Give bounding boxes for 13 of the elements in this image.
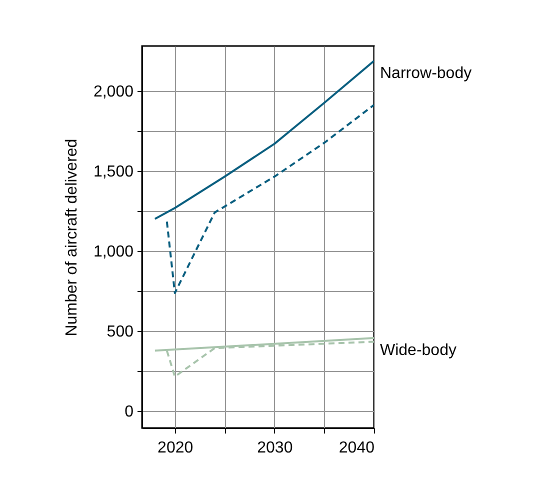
series-label: Narrow-body [380,64,472,82]
y-tick-label: 0 [124,404,134,421]
y-axis-title: Number of aircraft delivered [63,138,80,336]
y-tick-label: 500 [106,323,134,340]
x-tick-label: 2040 [338,440,375,456]
y-tick-label: 1,500 [93,163,134,180]
y-tick-label: 1,000 [93,243,134,260]
x-tick-label: 2020 [158,440,194,456]
line-series [154,60,374,220]
y-tick-label: 2,000 [93,83,134,100]
line-series [166,104,374,294]
x-tick-label: 2030 [257,440,293,456]
series-label: Wide-body [380,342,456,360]
